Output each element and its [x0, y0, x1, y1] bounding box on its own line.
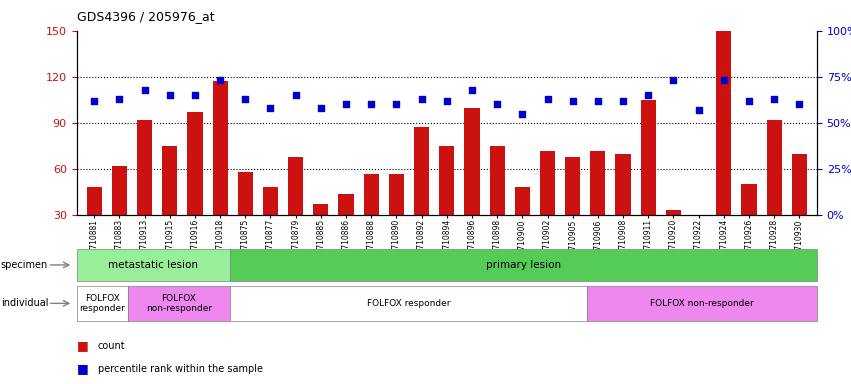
Point: [768, 96, 781, 102]
Point: [616, 98, 630, 104]
Text: FOLFOX non-responder: FOLFOX non-responder: [650, 299, 754, 308]
Bar: [414, 127, 429, 261]
Point: [138, 87, 151, 93]
Text: percentile rank within the sample: percentile rank within the sample: [98, 364, 263, 374]
Bar: [665, 210, 681, 261]
Bar: [111, 166, 127, 261]
Point: [163, 92, 176, 98]
Bar: [363, 174, 379, 261]
FancyBboxPatch shape: [230, 286, 587, 321]
Text: FOLFOX
responder: FOLFOX responder: [79, 294, 125, 313]
Bar: [767, 120, 782, 261]
Text: specimen: specimen: [1, 260, 49, 270]
Bar: [187, 112, 203, 261]
Point: [516, 111, 529, 117]
Point: [238, 96, 252, 102]
Bar: [489, 146, 505, 261]
Bar: [237, 172, 253, 261]
Point: [465, 87, 479, 93]
Bar: [439, 146, 454, 261]
Bar: [339, 194, 354, 261]
Text: count: count: [98, 341, 125, 351]
Text: primary lesion: primary lesion: [486, 260, 561, 270]
Bar: [213, 81, 228, 261]
Point: [591, 98, 605, 104]
Text: FOLFOX
non-responder: FOLFOX non-responder: [146, 294, 212, 313]
Point: [692, 107, 705, 113]
Point: [642, 92, 655, 98]
Bar: [641, 100, 656, 261]
Bar: [515, 187, 530, 261]
FancyBboxPatch shape: [128, 286, 230, 321]
Point: [264, 105, 277, 111]
Text: ■: ■: [77, 339, 89, 352]
Bar: [741, 184, 757, 261]
Point: [88, 98, 101, 104]
Point: [288, 92, 302, 98]
Point: [188, 92, 202, 98]
Point: [666, 78, 680, 84]
Bar: [791, 154, 807, 261]
Bar: [137, 120, 152, 261]
Text: metastatic lesion: metastatic lesion: [108, 260, 198, 270]
Point: [440, 98, 454, 104]
Point: [717, 78, 731, 84]
Point: [390, 101, 403, 108]
Bar: [565, 157, 580, 261]
FancyBboxPatch shape: [77, 286, 128, 321]
Text: GDS4396 / 205976_at: GDS4396 / 205976_at: [77, 10, 214, 23]
Point: [214, 78, 227, 84]
Point: [112, 96, 126, 102]
Text: ■: ■: [77, 362, 89, 375]
Bar: [615, 154, 631, 261]
Text: FOLFOX responder: FOLFOX responder: [367, 299, 450, 308]
Point: [340, 101, 353, 108]
Bar: [591, 151, 605, 261]
Bar: [313, 204, 328, 261]
Bar: [717, 31, 731, 261]
Bar: [87, 187, 102, 261]
Point: [364, 101, 378, 108]
Text: individual: individual: [1, 298, 49, 308]
FancyBboxPatch shape: [77, 250, 230, 280]
Bar: [288, 157, 303, 261]
Bar: [540, 151, 555, 261]
Bar: [163, 146, 177, 261]
Point: [540, 96, 554, 102]
Point: [742, 98, 756, 104]
Bar: [465, 108, 479, 261]
FancyBboxPatch shape: [230, 250, 817, 280]
Point: [490, 101, 504, 108]
Bar: [263, 187, 278, 261]
Point: [314, 105, 328, 111]
Bar: [389, 174, 404, 261]
FancyBboxPatch shape: [587, 286, 817, 321]
Point: [414, 96, 428, 102]
Bar: [691, 227, 706, 261]
Point: [792, 101, 806, 108]
Point: [566, 98, 580, 104]
